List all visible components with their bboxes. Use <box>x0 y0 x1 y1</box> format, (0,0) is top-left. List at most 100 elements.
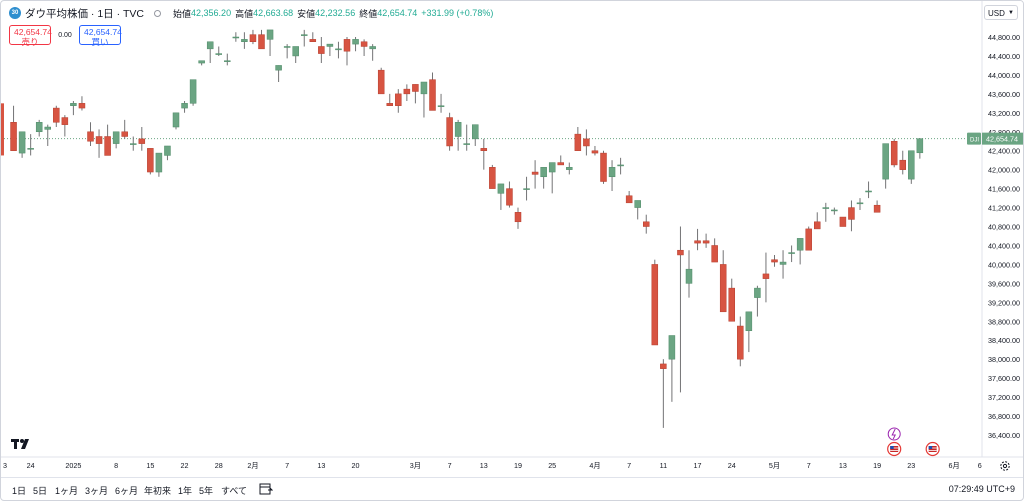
candle[interactable] <box>326 43 334 47</box>
candle[interactable] <box>660 363 667 369</box>
candle[interactable] <box>856 202 864 205</box>
candle[interactable] <box>771 259 778 263</box>
candle[interactable] <box>104 136 111 156</box>
candle[interactable] <box>865 190 872 193</box>
candle[interactable] <box>309 39 317 42</box>
candle[interactable] <box>446 117 453 147</box>
candle[interactable] <box>908 150 915 180</box>
candle[interactable] <box>882 143 889 180</box>
candle[interactable] <box>224 60 231 62</box>
candle[interactable] <box>78 103 86 109</box>
candle[interactable] <box>822 207 830 209</box>
candle[interactable] <box>634 200 641 208</box>
candle[interactable] <box>514 212 522 223</box>
candle[interactable] <box>1 103 4 156</box>
candle[interactable] <box>61 117 69 125</box>
candle[interactable] <box>258 34 265 50</box>
candle[interactable] <box>232 36 240 39</box>
candle[interactable] <box>215 53 222 55</box>
candle[interactable] <box>694 240 701 244</box>
candle[interactable] <box>600 152 607 182</box>
period-1y-button[interactable]: 1年 <box>178 486 193 496</box>
candle[interactable] <box>583 138 590 147</box>
gear-icon[interactable] <box>999 460 1011 472</box>
candle[interactable] <box>737 325 744 360</box>
candle[interactable] <box>181 103 188 109</box>
candle[interactable] <box>788 252 795 254</box>
utc-clock[interactable]: 07:29:49 UTC+9 <box>948 484 1015 494</box>
candle[interactable] <box>480 148 488 151</box>
candle[interactable] <box>643 221 650 227</box>
calendar-goto-icon[interactable] <box>259 483 273 495</box>
dividend-event-icon[interactable] <box>887 427 901 441</box>
candle[interactable] <box>651 264 659 346</box>
candle[interactable] <box>796 238 804 251</box>
candle[interactable] <box>916 138 924 154</box>
currency-select[interactable]: USD ▼ <box>984 5 1018 20</box>
candle[interactable] <box>668 335 676 360</box>
candle[interactable] <box>283 46 291 48</box>
candle[interactable] <box>112 131 120 144</box>
candle[interactable] <box>489 167 496 189</box>
candle[interactable] <box>437 105 445 107</box>
candle[interactable] <box>164 145 171 156</box>
candle[interactable] <box>523 188 530 190</box>
candle[interactable] <box>548 162 556 173</box>
candle[interactable] <box>130 143 137 145</box>
candle[interactable] <box>702 240 710 244</box>
candle[interactable] <box>87 131 94 142</box>
candle[interactable] <box>754 287 761 298</box>
candle[interactable] <box>899 159 906 170</box>
period-3m-button[interactable]: 3ヶ月 <box>85 486 109 496</box>
candle[interactable] <box>677 249 684 256</box>
candle[interactable] <box>557 162 564 166</box>
candle[interactable] <box>412 84 419 92</box>
candle[interactable] <box>848 207 855 220</box>
candle[interactable] <box>172 112 180 128</box>
candle[interactable] <box>762 273 770 279</box>
candle[interactable] <box>685 268 693 284</box>
candle[interactable] <box>403 88 411 95</box>
candle[interactable] <box>890 140 898 166</box>
candle[interactable] <box>839 216 847 227</box>
tradingview-logo-icon[interactable] <box>11 438 33 450</box>
period-1m-button[interactable]: 1ヶ月 <box>55 486 79 496</box>
candle[interactable] <box>873 204 881 213</box>
candle[interactable] <box>591 150 599 154</box>
candle[interactable] <box>566 167 573 170</box>
candle[interactable] <box>506 188 513 206</box>
candle[interactable] <box>18 131 26 154</box>
period-5d-button[interactable]: 5日 <box>33 486 48 496</box>
candle[interactable] <box>147 148 154 173</box>
candle[interactable] <box>386 103 393 106</box>
candle[interactable] <box>719 264 727 313</box>
period-5y-button[interactable]: 5年 <box>199 486 214 496</box>
candle[interactable] <box>574 133 582 151</box>
candle[interactable] <box>301 34 308 36</box>
candle[interactable] <box>463 143 470 145</box>
candle[interactable] <box>53 107 60 123</box>
candle[interactable] <box>95 136 103 144</box>
symbol-title[interactable]: ダウ平均株価 · 1日 · TVC <box>25 7 145 20</box>
market-status-icon[interactable] <box>154 9 162 17</box>
candle[interactable] <box>198 60 205 64</box>
candle[interactable] <box>805 228 812 251</box>
candle[interactable] <box>531 171 539 175</box>
candle[interactable] <box>711 245 718 263</box>
candle[interactable] <box>266 29 274 40</box>
candle[interactable] <box>429 79 436 111</box>
candle[interactable] <box>814 221 821 230</box>
candle[interactable] <box>472 124 479 140</box>
candle[interactable] <box>779 261 787 265</box>
candle[interactable] <box>70 103 77 106</box>
candle[interactable] <box>318 46 325 54</box>
candle[interactable] <box>617 164 624 167</box>
candle[interactable] <box>352 39 359 45</box>
candle[interactable] <box>395 93 402 106</box>
candle[interactable] <box>35 122 43 133</box>
candle[interactable] <box>249 34 257 42</box>
period-all-button[interactable]: すべて <box>221 486 248 496</box>
sell-button[interactable]: 42,654.74 売り <box>9 25 52 47</box>
candle[interactable] <box>335 48 342 51</box>
candle[interactable] <box>831 209 838 212</box>
